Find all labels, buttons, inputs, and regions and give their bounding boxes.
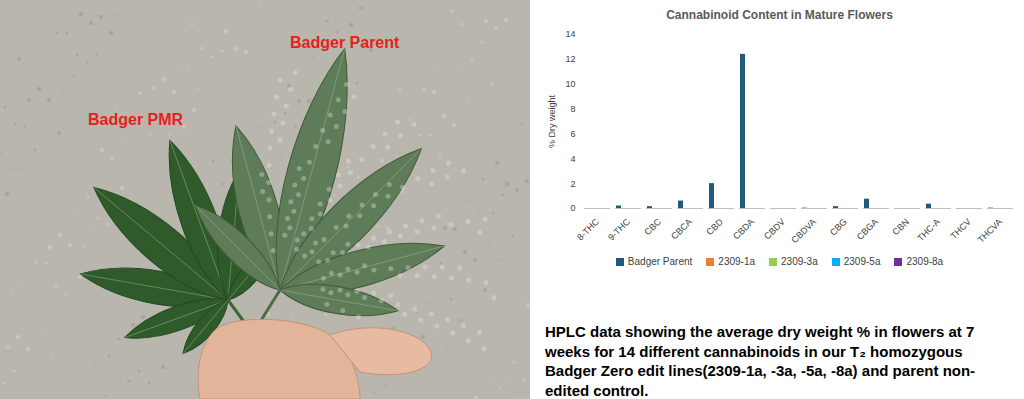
svg-text:Badger Parent: Badger Parent [290,34,400,51]
svg-text:CBD: CBD [704,216,725,237]
svg-text:9-THC: 9-THC [606,216,632,242]
svg-text:10: 10 [565,79,575,89]
svg-text:6: 6 [570,129,575,139]
svg-text:CBDV: CBDV [762,217,787,242]
svg-text:2: 2 [570,179,575,189]
svg-text:8: 8 [570,104,575,114]
svg-text:CBN: CBN [890,217,911,238]
svg-text:CBC: CBC [642,216,663,237]
svg-text:CBGA: CBGA [855,217,880,242]
svg-text:12: 12 [565,54,575,64]
svg-text:THCVA: THCVA [976,217,1004,245]
svg-text:14: 14 [565,29,575,39]
svg-text:CBG: CBG [828,217,849,238]
svg-text:Badger PMR: Badger PMR [88,111,184,128]
html-text:2309-1a: 2309-1a [718,256,755,267]
svg-text:THCV: THCV [949,217,973,241]
html-text:HPLC data showing the average: HPLC data showing the average dry weight… [545,323,976,399]
svg-text:4: 4 [570,154,575,164]
svg-text:8-THC: 8-THC [575,216,601,242]
html-text:2309-5a: 2309-5a [843,256,881,267]
svg-text:0: 0 [570,203,575,213]
svg-text:CBDA: CBDA [731,217,756,242]
svg-text:THC-A: THC-A [915,217,942,244]
html-text:2309-8a: 2309-8a [906,256,944,267]
html-text:Badger Parent: Badger Parent [627,256,693,267]
svg-text:CBCA: CBCA [669,217,694,242]
svg-text:CBDVA: CBDVA [789,217,818,246]
html-text:2309-3a: 2309-3a [781,256,818,267]
html-text:Cannabinoid Content in Mature: Cannabinoid Content in Mature Flowers [666,8,893,22]
svg-text:% Dry weight: % Dry weight [547,94,557,148]
